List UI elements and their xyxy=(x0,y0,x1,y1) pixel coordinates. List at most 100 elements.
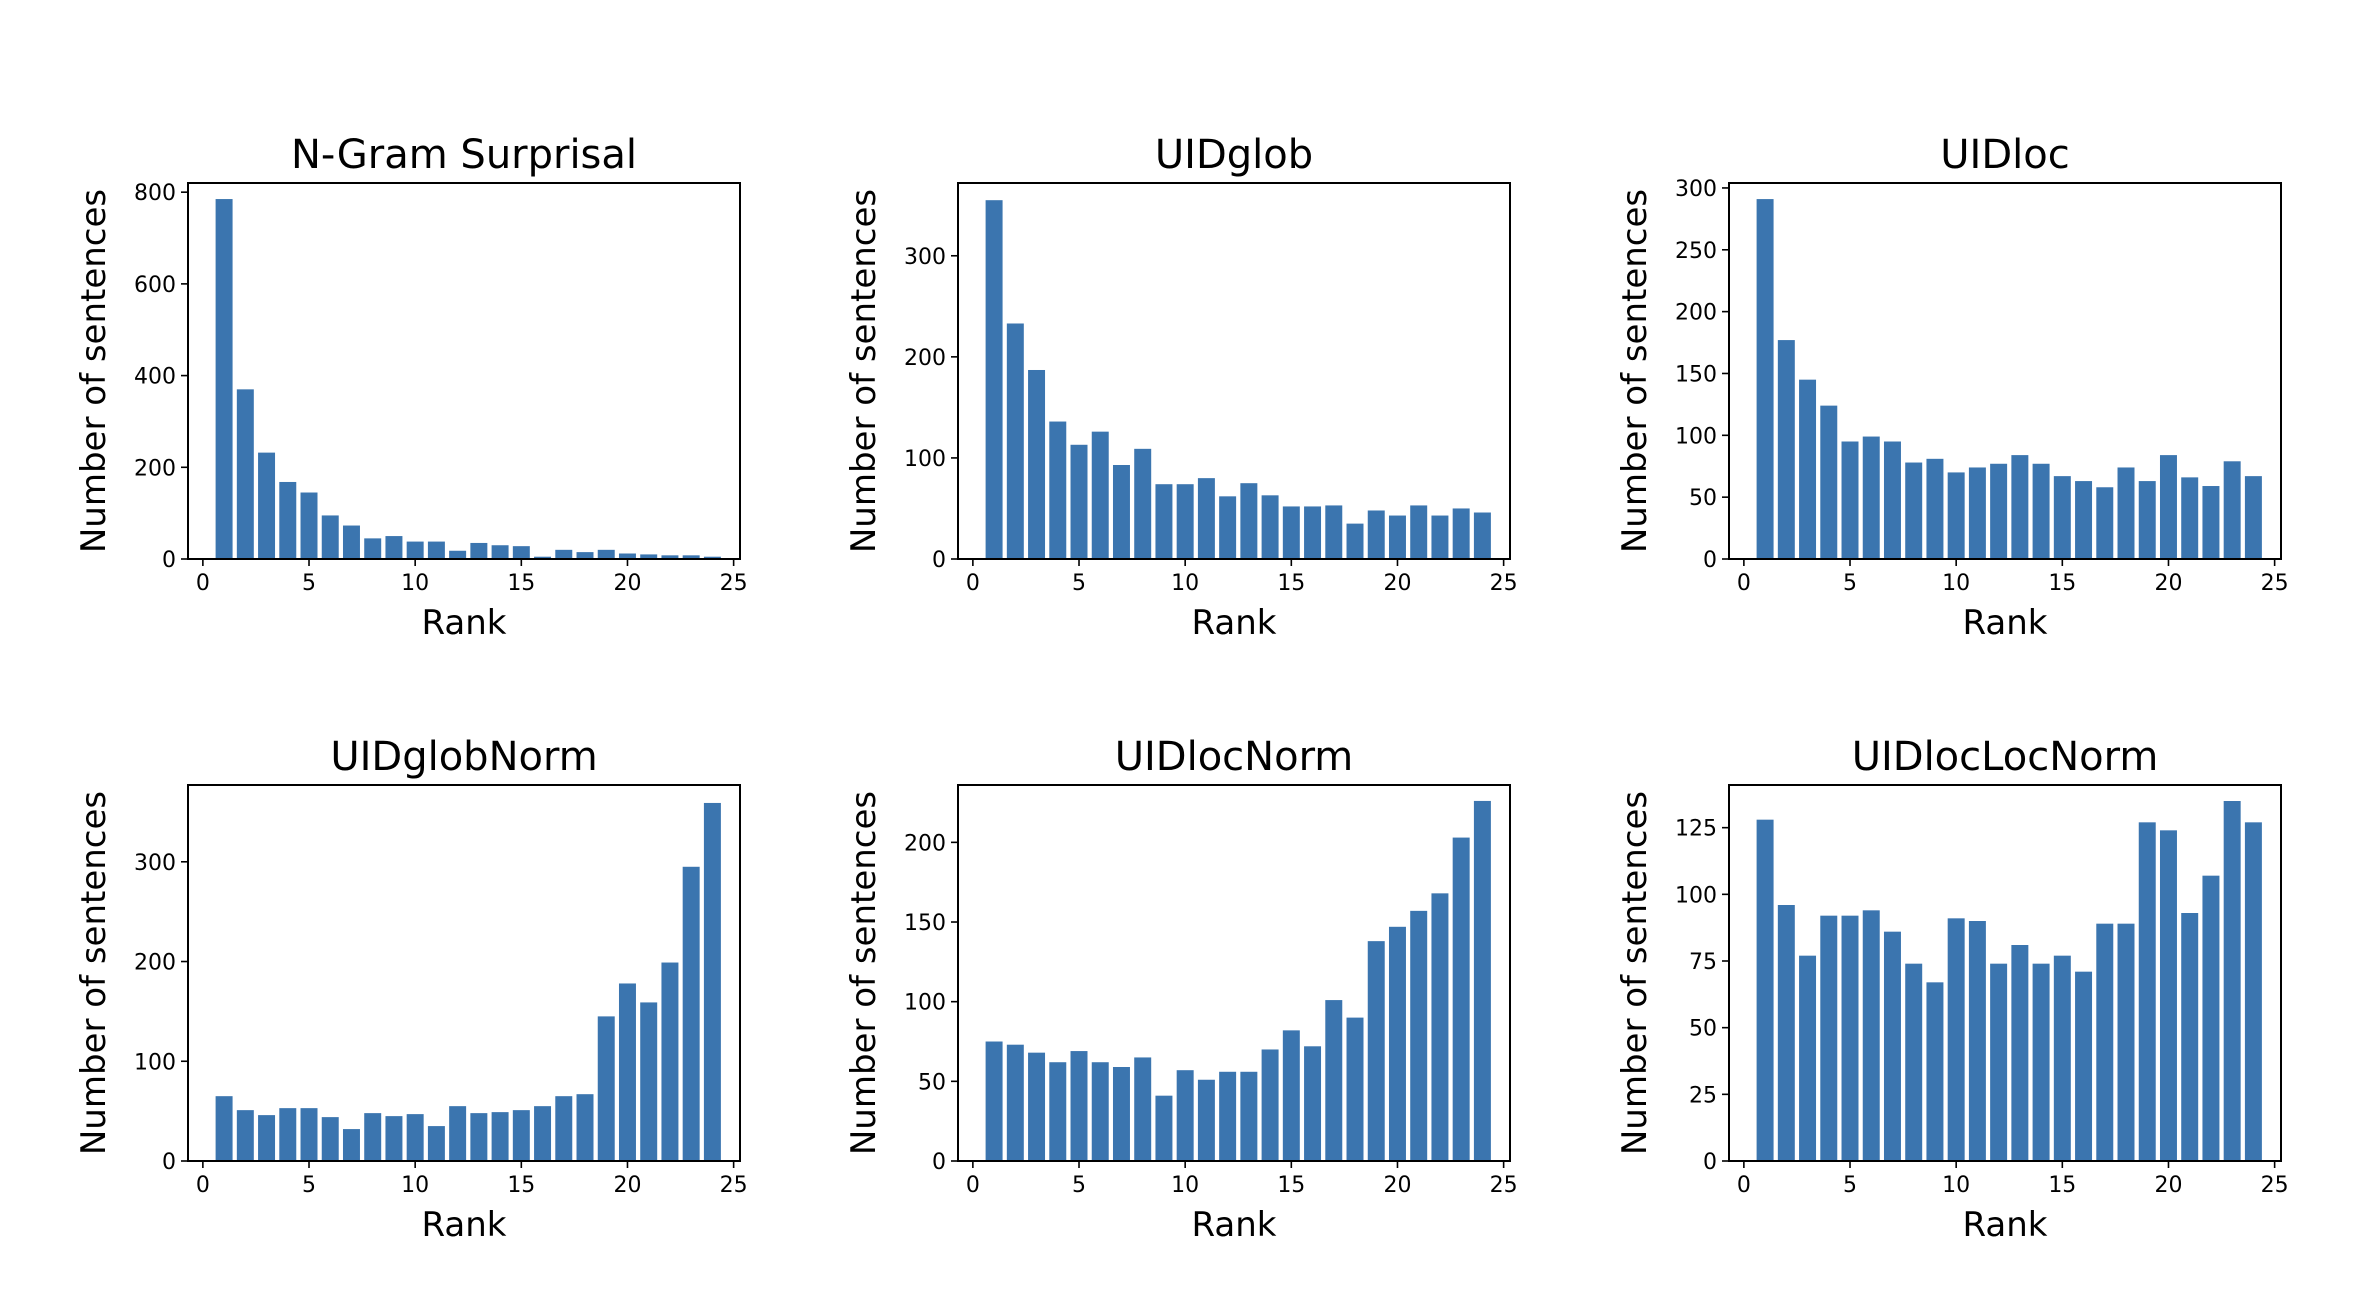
bar xyxy=(1862,436,1880,559)
bar xyxy=(385,1116,403,1161)
bar xyxy=(2181,913,2199,1161)
bar xyxy=(682,555,700,559)
bar xyxy=(1926,458,1944,559)
x-tick-label: 20 xyxy=(1383,571,1411,596)
bar xyxy=(236,389,254,559)
x-tick-label: 25 xyxy=(720,1173,748,1198)
bar xyxy=(1304,1046,1322,1161)
bar xyxy=(1947,918,1965,1161)
y-tick-label: 100 xyxy=(1675,883,1717,908)
bar xyxy=(2159,455,2177,559)
bar xyxy=(385,536,403,559)
bar xyxy=(1452,508,1470,559)
chart-title: UIDglob xyxy=(1155,132,1313,178)
bar xyxy=(1261,495,1279,559)
bar xyxy=(1346,523,1364,559)
bar xyxy=(1219,496,1237,559)
x-tick-label: 10 xyxy=(401,1173,429,1198)
bar xyxy=(215,1096,233,1161)
axes-frame xyxy=(957,182,1511,560)
bar xyxy=(534,556,552,559)
bar xyxy=(1968,467,1986,559)
chart-title: UIDlocNorm xyxy=(1115,734,1354,780)
x-axis-label: Rank xyxy=(1963,603,2048,643)
bar xyxy=(1410,505,1428,559)
x-tick-label: 25 xyxy=(1490,571,1518,596)
x-axis-label: Rank xyxy=(1192,1205,1277,1245)
subplot-1: 0 5 10 15 20 25 0 200 400 600 800 N-Gram Surprisal R… xyxy=(74,132,748,643)
y-tick-label: 250 xyxy=(1675,239,1717,264)
bar xyxy=(1219,1071,1237,1161)
bar xyxy=(2075,971,2093,1161)
bar xyxy=(1049,1062,1067,1161)
bar xyxy=(2202,486,2220,559)
bar xyxy=(406,541,424,559)
bar xyxy=(1070,444,1088,559)
bar xyxy=(2223,461,2241,559)
bar xyxy=(2181,477,2199,559)
x-axis-label: Rank xyxy=(1963,1205,2048,1245)
y-tick-label: 0 xyxy=(162,548,176,573)
y-tick-label: 100 xyxy=(1675,424,1717,449)
x-tick-label: 15 xyxy=(507,571,535,596)
bar xyxy=(1028,369,1046,559)
x-tick-label: 10 xyxy=(1942,1173,1970,1198)
bar xyxy=(449,550,467,559)
bar xyxy=(1862,910,1880,1161)
bar xyxy=(427,1126,445,1161)
bar xyxy=(491,1112,509,1161)
x-tick-label: 5 xyxy=(1843,1173,1857,1198)
y-tick-label: 0 xyxy=(932,548,946,573)
bar xyxy=(512,1110,530,1161)
bar xyxy=(1990,963,2008,1161)
x-tick-label: 0 xyxy=(196,571,210,596)
bar xyxy=(661,962,679,1161)
bar xyxy=(1134,448,1152,559)
bar xyxy=(321,1117,339,1161)
x-tick-label: 0 xyxy=(1737,1173,1751,1198)
bar xyxy=(1346,1017,1364,1161)
bar xyxy=(2011,455,2029,559)
x-tick-label: 10 xyxy=(1942,571,1970,596)
bar xyxy=(491,545,509,559)
x-tick-label: 5 xyxy=(1843,571,1857,596)
y-tick-label: 100 xyxy=(904,447,946,472)
x-tick-label: 15 xyxy=(2048,1173,2076,1198)
x-tick-label: 25 xyxy=(720,571,748,596)
bar xyxy=(1820,915,1838,1161)
subplot-4: 0 5 10 15 20 25 0 100 200 300 UIDglobNorm Rank Numbe… xyxy=(74,734,748,1245)
bar xyxy=(1431,515,1449,559)
bar xyxy=(1820,405,1838,559)
x-tick-label: 5 xyxy=(1072,571,1086,596)
bar xyxy=(2053,955,2071,1161)
bar xyxy=(1176,1070,1194,1161)
subplot-5: 0 5 10 15 20 25 0 50 100 150 200 UIDlocNorm Rank Numb… xyxy=(844,734,1518,1245)
axes-frame xyxy=(1728,182,2282,560)
x-tick-label: 15 xyxy=(1277,571,1305,596)
x-axis-label: Rank xyxy=(422,603,507,643)
bar xyxy=(2075,481,2093,559)
bar xyxy=(1091,431,1109,559)
x-tick-label: 20 xyxy=(2154,571,2182,596)
x-tick-label: 15 xyxy=(1277,1173,1305,1198)
x-tick-label: 25 xyxy=(1490,1173,1518,1198)
y-tick-label: 50 xyxy=(1689,486,1717,511)
chart-title: UIDlocLocNorm xyxy=(1852,734,2159,780)
y-tick-label: 300 xyxy=(1675,177,1717,202)
bar xyxy=(364,538,382,559)
bar xyxy=(321,515,339,559)
bar xyxy=(555,1096,573,1161)
bar xyxy=(1799,379,1817,559)
bar xyxy=(1176,484,1194,559)
y-tick-label: 600 xyxy=(134,273,176,298)
y-axis-label: Number of sentences xyxy=(844,189,884,553)
bar xyxy=(1049,421,1067,559)
y-tick-label: 50 xyxy=(1689,1017,1717,1042)
bar xyxy=(661,555,679,559)
bar xyxy=(2096,487,2114,559)
x-tick-label: 10 xyxy=(1171,571,1199,596)
bar xyxy=(1070,1051,1088,1161)
subplot-2: 0 5 10 15 20 25 0 100 200 300 UIDglob Rank Number of… xyxy=(844,132,1518,643)
